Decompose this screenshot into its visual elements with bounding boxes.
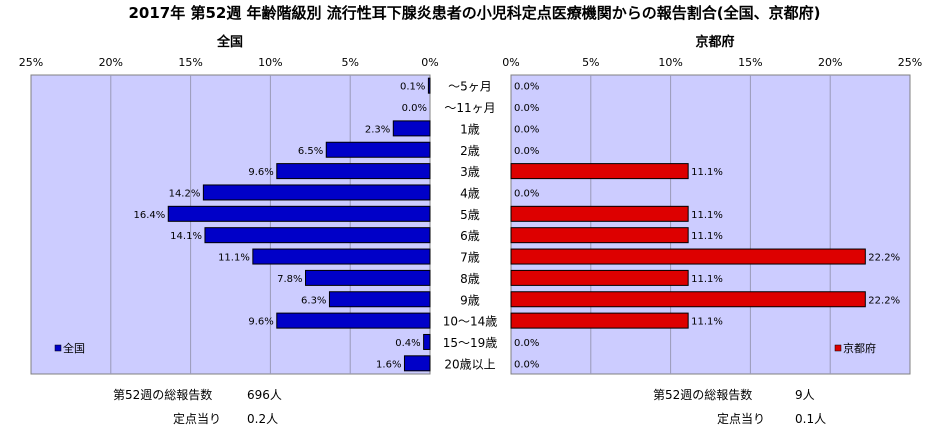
kyoto-plot-area [510, 74, 911, 375]
national-data-label: 14.2% [169, 188, 201, 199]
category-label: 3歳 [460, 165, 480, 179]
kyoto-bar [510, 163, 689, 180]
kyoto-data-label: 11.1% [691, 317, 723, 328]
kyoto-data-label: 0.0% [514, 359, 539, 370]
kyoto-tick-label: 15% [738, 56, 762, 69]
kyoto-data-label: 0.0% [514, 124, 539, 135]
national-plot-area [30, 74, 431, 375]
national-bar [276, 163, 431, 180]
kyoto-tick-label: 10% [658, 56, 682, 69]
national-data-label: 0.1% [400, 82, 425, 93]
national-bar [392, 120, 431, 137]
national-bar [202, 184, 431, 201]
national-data-label: 6.3% [301, 295, 326, 306]
national-total-label: 第52週の総報告数 [113, 388, 213, 402]
national-bar [305, 269, 431, 286]
category-label: 6歳 [460, 229, 480, 243]
kyoto-bar [510, 205, 689, 222]
national-tick-label: 0% [421, 56, 438, 69]
national-bar [276, 312, 431, 329]
national-tick-label: 5% [341, 56, 358, 69]
kyoto-bar [510, 312, 689, 329]
kyoto-tick-label: 20% [818, 56, 842, 69]
kyoto-bar [510, 269, 689, 286]
national-data-label: 16.4% [133, 210, 165, 221]
kyoto-tick-label: 0% [502, 56, 519, 69]
category-label: 20歳以上 [444, 357, 495, 371]
national-data-label: 9.6% [248, 317, 273, 328]
national-data-label: 0.4% [395, 338, 420, 349]
kyoto-legend-swatch [834, 344, 842, 352]
kyoto-per-label: 定点当り [717, 412, 766, 426]
kyoto-tick-label: 25% [898, 56, 922, 69]
category-label: 8歳 [460, 272, 480, 286]
national-bar [423, 333, 431, 350]
national-bar [204, 227, 431, 244]
kyoto-bar [510, 291, 866, 308]
category-label: 7歳 [460, 251, 480, 265]
national-bar [167, 205, 431, 222]
national-tick-label: 10% [258, 56, 282, 69]
national-bar [403, 355, 431, 372]
national-data-label: 11.1% [218, 253, 250, 264]
national-bar [325, 141, 431, 158]
kyoto-per-value: 0.1人 [795, 412, 827, 426]
category-label: 10～14歳 [443, 315, 498, 329]
national-total-value: 696人 [247, 388, 282, 402]
national-data-label: 1.6% [376, 359, 401, 370]
kyoto-total-label: 第52週の総報告数 [653, 388, 753, 402]
kyoto-data-label: 0.0% [514, 188, 539, 199]
kyoto-bar [510, 248, 866, 265]
kyoto-data-label: 11.1% [691, 274, 723, 285]
kyoto-total-value: 9人 [795, 388, 815, 402]
chart-title: 2017年 第52週 年齢階級別 流行性耳下腺炎患者の小児科定点医療機関からの報… [128, 4, 821, 22]
national-per-label: 定点当り [173, 412, 222, 426]
national-data-label: 9.6% [248, 167, 273, 178]
category-label: ～5ヶ月 [448, 80, 492, 94]
national-panel-title: 全国 [216, 34, 243, 50]
kyoto-data-label: 11.1% [691, 231, 723, 242]
kyoto-data-label: 22.2% [868, 295, 900, 306]
category-label: 15～19歳 [443, 336, 498, 350]
national-tick-label: 20% [99, 56, 123, 69]
national-data-label: 6.5% [298, 146, 323, 157]
national-bar [252, 248, 431, 265]
category-label: 5歳 [460, 208, 480, 222]
kyoto-data-label: 0.0% [514, 103, 539, 114]
category-label: ～11ヶ月 [444, 101, 495, 115]
kyoto-bar [510, 227, 689, 244]
national-bar [328, 291, 431, 308]
kyoto-tick-label: 5% [582, 56, 599, 69]
kyoto-data-label: 0.0% [514, 146, 539, 157]
category-label: 4歳 [460, 186, 480, 200]
category-label: 1歳 [460, 122, 480, 136]
kyoto-data-label: 0.0% [514, 82, 539, 93]
category-label: 2歳 [460, 144, 480, 158]
national-tick-label: 15% [178, 56, 202, 69]
national-data-label: 0.0% [402, 103, 427, 114]
kyoto-legend-label: 京都府 [843, 341, 876, 355]
kyoto-data-label: 0.0% [514, 338, 539, 349]
kyoto-data-label: 11.1% [691, 210, 723, 221]
national-legend-swatch [54, 344, 62, 352]
kyoto-panel-title: 京都府 [695, 34, 734, 50]
national-data-label: 7.8% [277, 274, 302, 285]
national-legend-label: 全国 [63, 341, 85, 355]
national-bar [427, 77, 431, 94]
kyoto-data-label: 11.1% [691, 167, 723, 178]
national-data-label: 2.3% [365, 124, 390, 135]
national-per-value: 0.2人 [247, 412, 279, 426]
national-tick-label: 25% [19, 56, 43, 69]
category-label: 9歳 [460, 293, 480, 307]
national-data-label: 14.1% [170, 231, 202, 242]
kyoto-data-label: 22.2% [868, 253, 900, 264]
